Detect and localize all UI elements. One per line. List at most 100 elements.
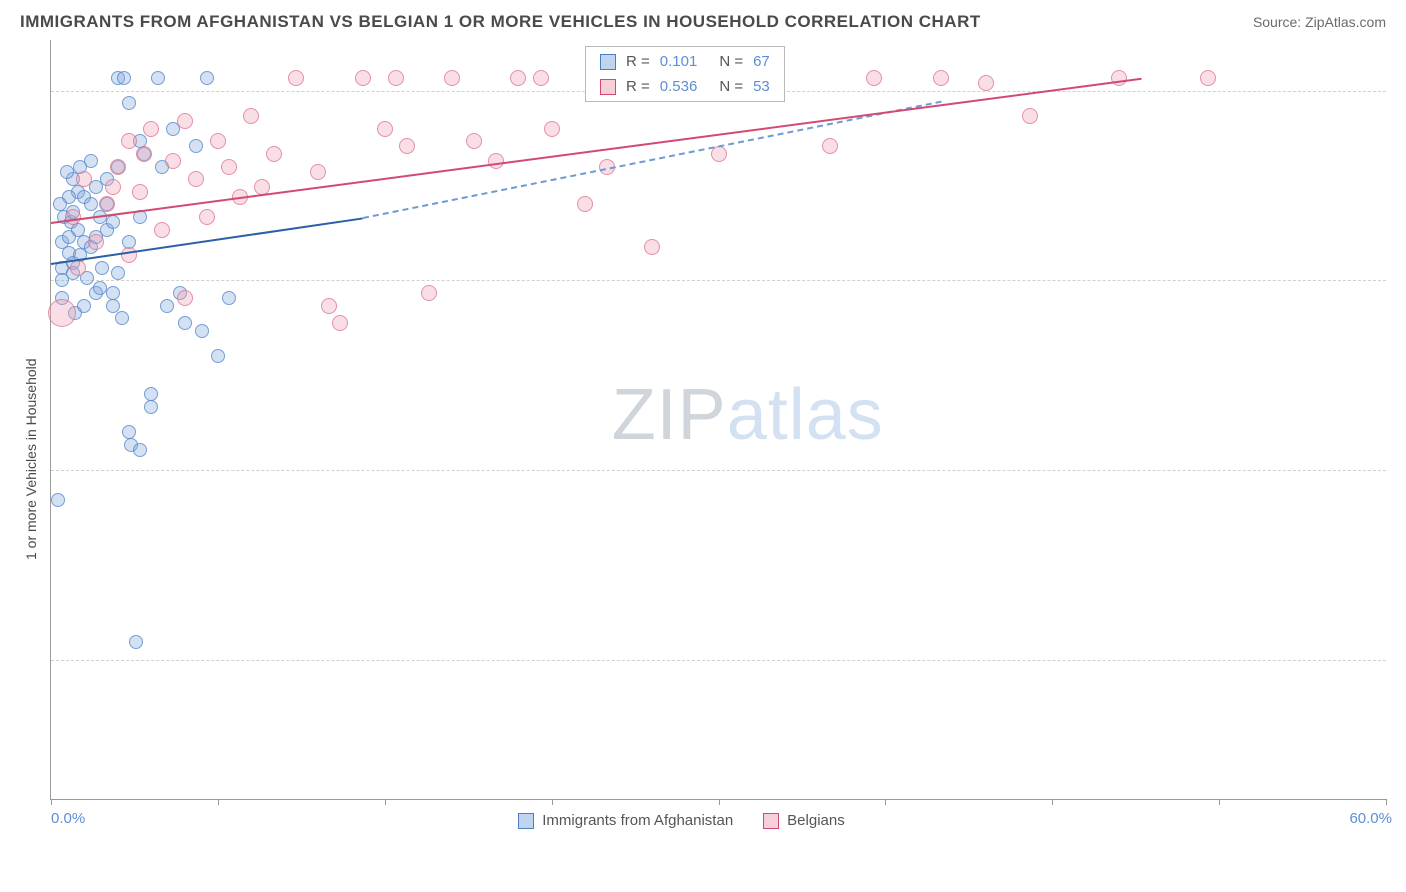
data-point: [510, 70, 526, 86]
legend-item-afghanistan: Immigrants from Afghanistan: [518, 812, 733, 829]
data-point: [188, 171, 204, 187]
data-point: [121, 133, 137, 149]
data-point: [53, 197, 67, 211]
x-tick: [1386, 799, 1387, 805]
data-point: [221, 159, 237, 175]
legend-swatch-pink: [600, 79, 616, 95]
data-point: [199, 209, 215, 225]
data-point: [76, 171, 92, 187]
correlation-legend: R = 0.101 N = 67 R = 0.536 N = 53: [585, 46, 785, 102]
data-point: [51, 493, 65, 507]
data-point: [154, 222, 170, 238]
plot-area: 100.0%92.5%85.0%77.5%: [51, 40, 1386, 799]
data-point: [111, 266, 125, 280]
gridline: [51, 470, 1386, 471]
x-tick: [719, 799, 720, 805]
data-point: [822, 138, 838, 154]
data-point: [160, 299, 174, 313]
x-tick: [1052, 799, 1053, 805]
data-point: [70, 260, 86, 276]
data-point: [266, 146, 282, 162]
data-point: [133, 443, 147, 457]
x-tick-min: 0.0%: [51, 810, 85, 827]
data-point: [132, 184, 148, 200]
data-point: [1022, 108, 1038, 124]
legend-item-belgians: Belgians: [763, 812, 845, 829]
y-axis-label: 1 or more Vehicles in Household: [23, 358, 39, 560]
data-point: [60, 165, 74, 179]
data-point: [105, 179, 121, 195]
data-point: [110, 159, 126, 175]
legend-swatch-blue: [518, 813, 534, 829]
data-point: [129, 635, 143, 649]
data-point: [466, 133, 482, 149]
legend-row-belgians: R = 0.536 N = 53: [586, 74, 784, 99]
data-point: [978, 75, 994, 91]
data-point: [211, 349, 225, 363]
data-point: [115, 311, 129, 325]
data-point: [177, 290, 193, 306]
data-point: [310, 164, 326, 180]
data-point: [106, 215, 120, 229]
data-point: [106, 286, 120, 300]
data-point: [933, 70, 949, 86]
chart-header: IMMIGRANTS FROM AFGHANISTAN VS BELGIAN 1…: [0, 0, 1406, 40]
x-tick: [51, 799, 52, 805]
data-point: [644, 239, 660, 255]
chart-title: IMMIGRANTS FROM AFGHANISTAN VS BELGIAN 1…: [20, 12, 981, 32]
source-attribution: Source: ZipAtlas.com: [1253, 14, 1386, 30]
data-point: [189, 139, 203, 153]
data-point: [165, 153, 181, 169]
data-point: [121, 247, 137, 263]
legend-swatch-blue: [600, 54, 616, 70]
data-point: [210, 133, 226, 149]
scatter-chart: 100.0%92.5%85.0%77.5% 1 or more Vehicles…: [50, 40, 1386, 800]
data-point: [93, 281, 107, 295]
data-point: [399, 138, 415, 154]
data-point: [177, 113, 193, 129]
gridline: [51, 280, 1386, 281]
x-tick: [1219, 799, 1220, 805]
data-point: [1111, 70, 1127, 86]
x-tick: [552, 799, 553, 805]
legend-swatch-pink: [763, 813, 779, 829]
data-point: [143, 121, 159, 137]
data-point: [355, 70, 371, 86]
data-point: [243, 108, 259, 124]
trend-line: [362, 101, 941, 219]
data-point: [544, 121, 560, 137]
data-point: [151, 71, 165, 85]
x-tick: [885, 799, 886, 805]
data-point: [88, 234, 104, 250]
data-point: [48, 299, 76, 327]
data-point: [84, 197, 98, 211]
data-point: [106, 299, 120, 313]
data-point: [421, 285, 437, 301]
x-tick: [218, 799, 219, 805]
data-point: [388, 70, 404, 86]
data-point: [577, 196, 593, 212]
data-point: [99, 196, 115, 212]
data-point: [195, 324, 209, 338]
x-tick-max: 60.0%: [1349, 810, 1392, 827]
data-point: [533, 70, 549, 86]
data-point: [288, 70, 304, 86]
data-point: [136, 146, 152, 162]
data-point: [321, 298, 337, 314]
data-point: [122, 96, 136, 110]
data-point: [178, 316, 192, 330]
data-point: [65, 209, 81, 225]
data-point: [444, 70, 460, 86]
data-point: [200, 71, 214, 85]
gridline: [51, 660, 1386, 661]
data-point: [84, 154, 98, 168]
series-legend: Immigrants from Afghanistan Belgians: [518, 812, 844, 829]
data-point: [1200, 70, 1216, 86]
legend-row-afghanistan: R = 0.101 N = 67: [586, 49, 784, 74]
data-point: [377, 121, 393, 137]
data-point: [866, 70, 882, 86]
data-point: [332, 315, 348, 331]
data-point: [117, 71, 131, 85]
data-point: [144, 400, 158, 414]
data-point: [95, 261, 109, 275]
